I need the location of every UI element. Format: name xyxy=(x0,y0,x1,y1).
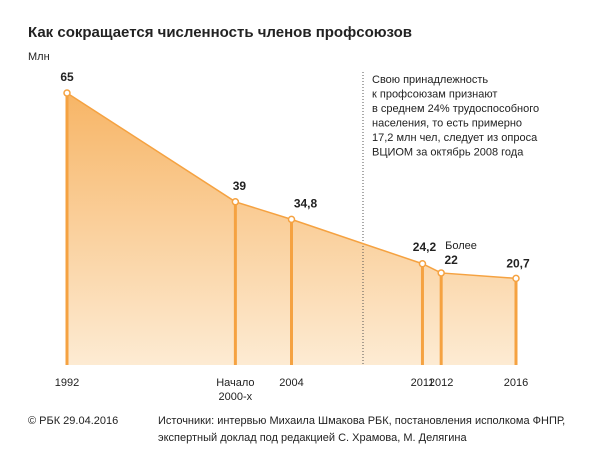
value-label: 24,2 xyxy=(413,240,437,254)
x-tick-label: Начало 2000-х xyxy=(216,377,254,403)
sources-line: экспертный доклад под редакцией С. Храмо… xyxy=(158,432,467,444)
point-note: Более xyxy=(445,240,477,252)
value-label: 22 xyxy=(444,253,458,267)
sources-line: Источники: интервью Михаила Шмакова РБК,… xyxy=(158,415,565,427)
x-tick-label: 2016 xyxy=(504,377,528,389)
value-label: 20,7 xyxy=(506,257,530,271)
annotation-line: населения, то есть примерно xyxy=(372,117,522,129)
point xyxy=(231,198,240,206)
value-label: 65 xyxy=(60,70,74,84)
x-tick-label: 2012 xyxy=(429,377,453,389)
point xyxy=(63,89,71,97)
unit-label: Млн xyxy=(28,51,50,63)
x-tick-label: 2011 xyxy=(411,377,435,389)
chart-title: Как сокращается численность членов профс… xyxy=(28,24,412,41)
annotation-line: Свою принадлежность xyxy=(372,74,488,86)
x-tick-label: 2004 xyxy=(279,377,303,389)
annotation-line: в среднем 24% трудоспособного xyxy=(372,103,539,115)
point xyxy=(512,274,520,283)
value-label: 34,8 xyxy=(294,197,318,211)
x-tick-label: 1992 xyxy=(55,377,79,389)
credit: © РБК 29.04.2016 xyxy=(28,415,118,427)
point xyxy=(437,269,445,277)
annotation-line: к профсоюзам признают xyxy=(372,88,497,100)
value-label: 39 xyxy=(233,179,247,193)
point xyxy=(418,259,427,268)
annotation-line: 17,2 млн чел, следует из опроса xyxy=(372,132,538,144)
annotation-line: ВЦИОМ за октябрь 2008 года xyxy=(372,146,524,158)
line xyxy=(66,92,517,280)
point xyxy=(287,215,296,224)
